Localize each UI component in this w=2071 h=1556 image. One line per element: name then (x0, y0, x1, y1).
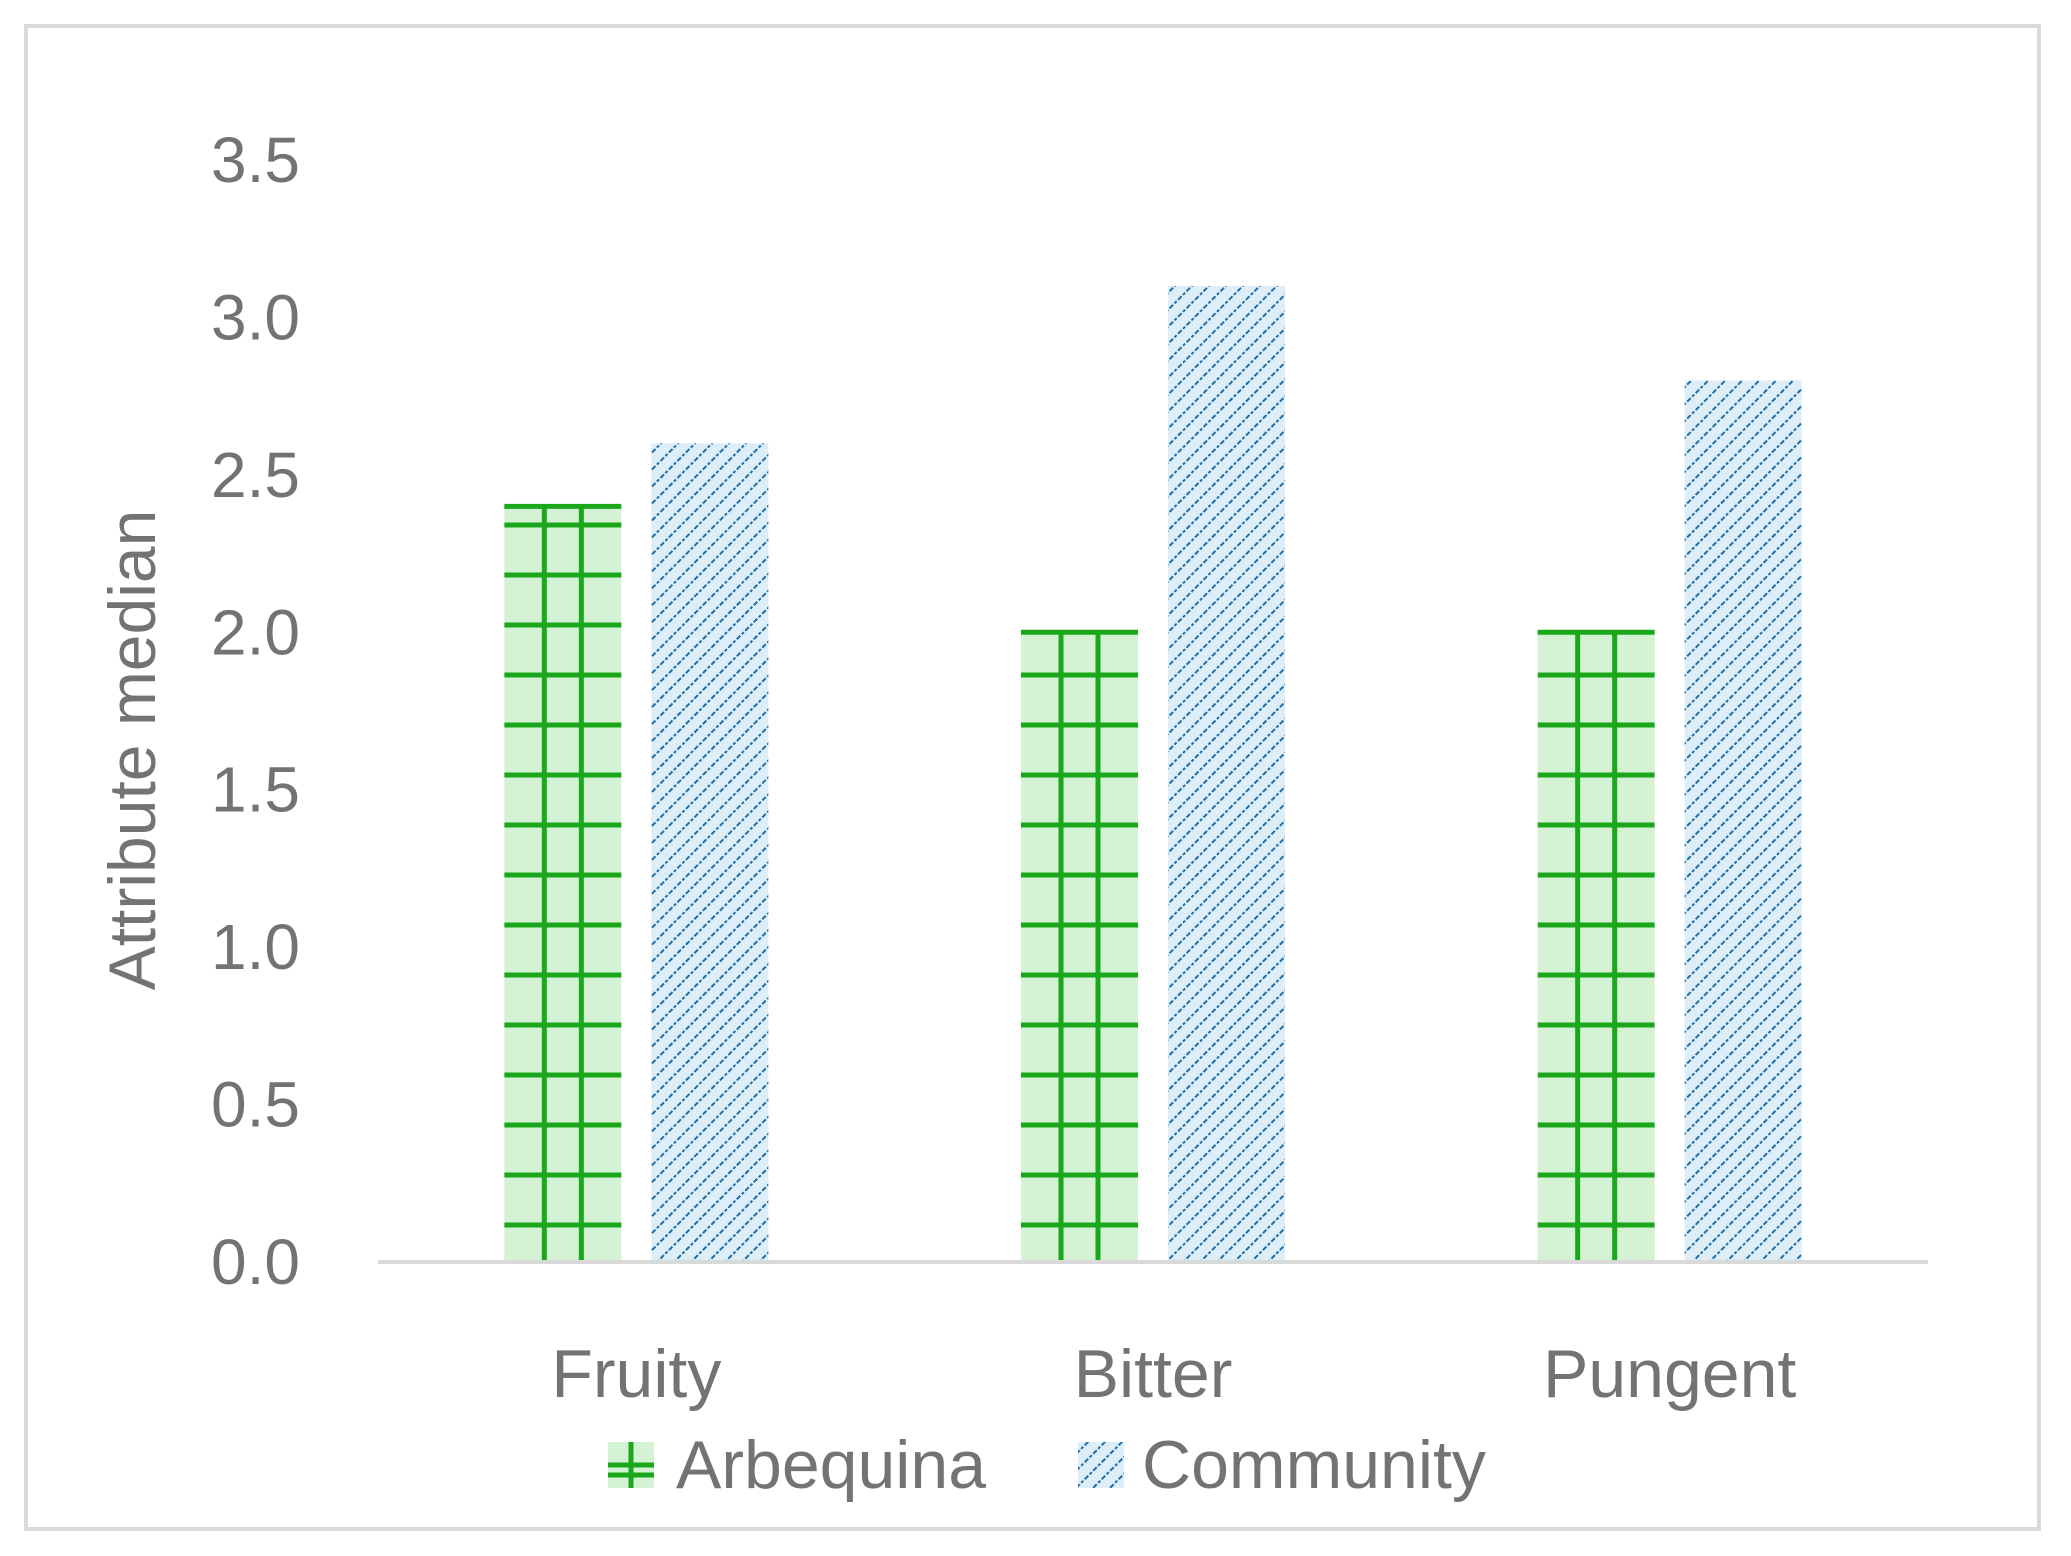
x-category-label: Fruity (551, 1336, 721, 1412)
legend-item-community: Community (1078, 1427, 1486, 1503)
y-tick-label: 3.0 (211, 281, 300, 353)
legend-label: Arbequina (676, 1427, 986, 1503)
y-tick-label: 2.0 (211, 596, 300, 668)
bars (504, 285, 1802, 1262)
legend: Arbequina Community (608, 1427, 1486, 1503)
legend-label: Community (1142, 1427, 1486, 1503)
y-axis-title: Attribute median (95, 510, 169, 991)
y-tick-label: 0.5 (211, 1069, 300, 1141)
x-axis-labels: Fruity Bitter Pungent (551, 1336, 1796, 1412)
bar-arbequina-fruity (504, 506, 622, 1262)
legend-swatch (1078, 1442, 1124, 1488)
bar-arbequina-bitter (1021, 632, 1138, 1262)
bar-community-bitter (1168, 285, 1285, 1262)
x-category-label: Pungent (1543, 1336, 1796, 1412)
bar-community-pungent (1684, 380, 1802, 1262)
y-tick-label: 0.0 (211, 1226, 300, 1298)
x-category-label: Bitter (1074, 1336, 1233, 1412)
y-tick-label: 1.5 (211, 754, 300, 826)
y-tick-label: 2.5 (211, 439, 300, 511)
bar-arbequina-pungent (1537, 632, 1655, 1262)
legend-item-arbequina: Arbequina (608, 1427, 986, 1503)
bar-community-fruity (651, 443, 769, 1262)
y-axis-ticks: 0.0 0.5 1.0 1.5 2.0 2.5 3.0 3.5 (211, 124, 300, 1298)
y-tick-label: 3.5 (211, 124, 300, 196)
y-tick-label: 1.0 (211, 911, 300, 983)
